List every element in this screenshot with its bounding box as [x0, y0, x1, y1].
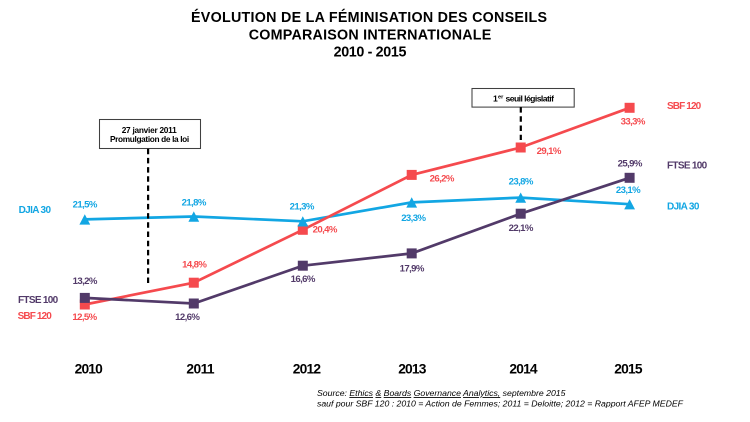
svg-text:DJIA 30: DJIA 30 [19, 205, 52, 216]
svg-text:1: 1 [493, 93, 498, 103]
svg-text:20,4%: 20,4% [313, 225, 338, 236]
svg-text:23,1%: 23,1% [616, 185, 641, 196]
svg-text:FTSE 100: FTSE 100 [18, 295, 59, 306]
svg-text:2010 - 2015: 2010 - 2015 [334, 44, 407, 60]
svg-text:27 janvier 2011: 27 janvier 2011 [122, 125, 177, 135]
svg-text:14,8%: 14,8% [182, 260, 207, 271]
svg-text:seuil législatif: seuil législatif [506, 93, 555, 103]
svg-text:Promulgation de la loi: Promulgation de la loi [110, 134, 189, 144]
svg-text:2011: 2011 [186, 361, 215, 376]
svg-text:2015: 2015 [614, 361, 643, 376]
svg-text:Source: Ethics & Boards Govern: Source: Ethics & Boards Governance Analy… [317, 388, 566, 398]
svg-text:22,1%: 22,1% [509, 223, 534, 234]
svg-text:sauf pour SBF 120 : 2010 = Act: sauf pour SBF 120 : 2010 = Action de Fem… [317, 399, 684, 409]
svg-text:21,8%: 21,8% [182, 198, 207, 209]
svg-text:25,9%: 25,9% [618, 159, 643, 170]
svg-text:21,3%: 21,3% [290, 202, 315, 213]
svg-text:13,2%: 13,2% [73, 276, 98, 287]
svg-text:23,8%: 23,8% [509, 177, 534, 188]
svg-text:23,3%: 23,3% [401, 213, 426, 224]
svg-text:COMPARAISON INTERNATIONALE: COMPARAISON INTERNATIONALE [249, 27, 492, 43]
svg-text:12,6%: 12,6% [175, 312, 200, 323]
svg-text:er: er [498, 94, 504, 100]
svg-text:26,2%: 26,2% [430, 174, 455, 185]
svg-text:2012: 2012 [293, 361, 322, 376]
svg-text:2013: 2013 [398, 361, 427, 376]
svg-text:2014: 2014 [509, 361, 538, 376]
svg-text:2010: 2010 [75, 361, 104, 376]
svg-text:SBF 120: SBF 120 [667, 101, 702, 112]
svg-text:12,5%: 12,5% [72, 312, 97, 323]
svg-text:17,9%: 17,9% [400, 264, 425, 275]
svg-text:FTSE 100: FTSE 100 [667, 161, 708, 172]
svg-text:21,5%: 21,5% [73, 200, 98, 211]
svg-text:29,1%: 29,1% [537, 146, 562, 157]
svg-text:33,3%: 33,3% [621, 117, 646, 128]
svg-text:DJIA 30: DJIA 30 [667, 201, 700, 212]
svg-text:SBF 120: SBF 120 [18, 311, 53, 322]
svg-text:16,6%: 16,6% [291, 274, 316, 285]
svg-text:ÉVOLUTION DE LA FÉMINISATION D: ÉVOLUTION DE LA FÉMINISATION DES CONSEIL… [191, 9, 547, 26]
